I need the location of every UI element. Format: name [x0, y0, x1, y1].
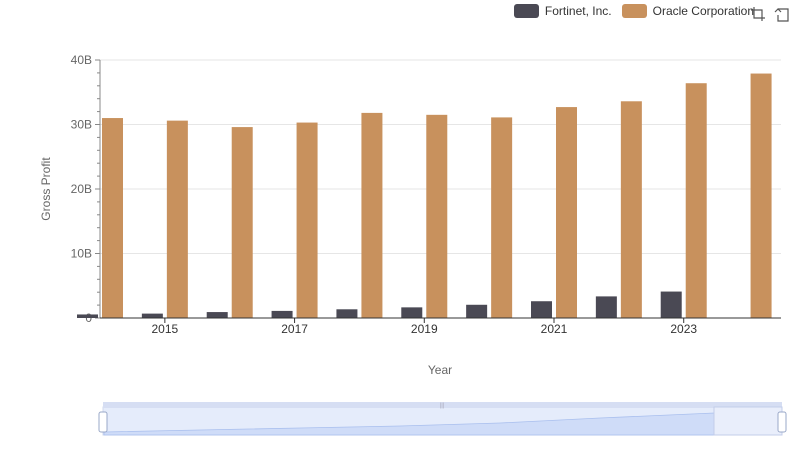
slider-area-preview: [103, 412, 715, 436]
bar-fortinet-2022[interactable]: [595, 296, 617, 318]
bar-oracle-2014[interactable]: [102, 118, 123, 318]
x-tick-label: 2017: [281, 322, 308, 336]
bar-oracle-2020[interactable]: [491, 117, 513, 318]
x-tick-label: 2015: [152, 322, 179, 336]
bar-oracle-2021[interactable]: [556, 107, 577, 319]
bar-fortinet-2014[interactable]: [77, 314, 98, 318]
legend-item-fortinet[interactable]: Fortinet, Inc.: [513, 4, 612, 18]
slider-handle-left[interactable]: [98, 411, 108, 433]
bar-fortinet-2017[interactable]: [271, 310, 293, 318]
bar-oracle-2018[interactable]: [361, 112, 383, 318]
zoom-select-icon[interactable]: [750, 6, 766, 22]
slider-selection: [713, 406, 783, 436]
bar-fortinet-2015[interactable]: [141, 313, 163, 318]
y-tick-label: 20B: [71, 182, 92, 196]
slider-grip-icon: |||: [440, 403, 445, 409]
x-tick-label: 2021: [541, 322, 568, 336]
bar-fortinet-2019[interactable]: [401, 307, 423, 318]
bar-oracle-2017[interactable]: [296, 122, 318, 318]
restore-icon[interactable]: [774, 6, 790, 22]
data-zoom-slider[interactable]: |||: [98, 402, 787, 436]
y-axis-title: Gross Profit: [39, 157, 53, 221]
legend: Fortinet, Inc. Oracle Corporation: [513, 4, 754, 18]
bar-fortinet-2021[interactable]: [531, 301, 552, 318]
bar-fortinet-2023[interactable]: [660, 291, 682, 318]
bar-oracle-2019[interactable]: [426, 114, 448, 318]
y-tick-label: 10B: [71, 247, 92, 261]
x-tick-label: 2019: [411, 322, 438, 336]
x-axis: 2015 2017 2019 2021 2023: [100, 317, 781, 336]
bar-oracle-2022[interactable]: [620, 101, 642, 318]
legend-swatch-oracle: [621, 4, 647, 18]
legend-item-oracle[interactable]: Oracle Corporation: [621, 4, 754, 18]
legend-label-oracle: Oracle Corporation: [652, 4, 754, 18]
x-tick-label: 2023: [670, 322, 697, 336]
legend-label-fortinet: Fortinet, Inc.: [544, 4, 612, 18]
bar-oracle-2015[interactable]: [166, 120, 188, 318]
bar-oracle-2024[interactable]: [750, 73, 772, 318]
legend-swatch-fortinet: [513, 4, 539, 18]
bar-fortinet-2020[interactable]: [466, 304, 488, 318]
toolbox: [750, 6, 790, 22]
bar-oracle-2023[interactable]: [685, 83, 707, 318]
bar-fortinet-2018[interactable]: [336, 309, 358, 318]
x-axis-title: Year: [428, 363, 452, 377]
y-tick-label: 30B: [71, 118, 92, 132]
y-axis: 010B20B30B40B: [71, 53, 101, 325]
slider-handle-right[interactable]: [777, 411, 787, 433]
y-tick-label: 40B: [71, 53, 92, 67]
slider-top-bar[interactable]: [103, 402, 782, 408]
bar-oracle-2016[interactable]: [231, 127, 253, 318]
bar-fortinet-2016[interactable]: [206, 312, 228, 318]
bars: [77, 73, 772, 319]
